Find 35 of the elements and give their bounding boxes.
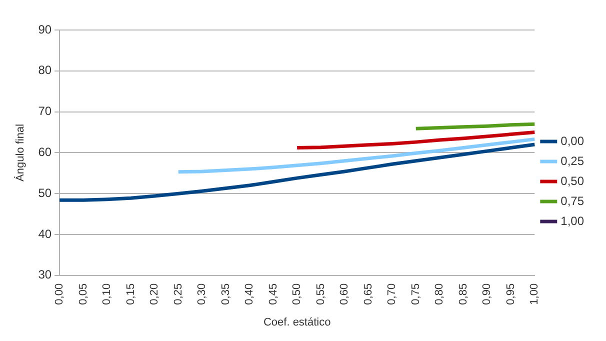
x-tick-label: 0,80 [434, 283, 446, 305]
x-axis-title: Coef. estático [263, 316, 331, 328]
x-tick-label: 0,05 [77, 283, 90, 305]
legend-label: 1,00 [560, 214, 584, 228]
y-tick-label: 50 [38, 186, 52, 200]
x-tick-label: 0,70 [386, 283, 398, 305]
x-tick-label: 0,40 [244, 283, 256, 305]
x-tick-label: 0,15 [124, 283, 137, 305]
x-tick-label: 0,85 [457, 283, 470, 305]
x-tick-label: 0,35 [220, 283, 232, 305]
y-tick-label: 80 [38, 63, 52, 78]
x-tick-label: 0,20 [148, 283, 161, 305]
legend-label: 0,50 [560, 174, 584, 188]
y-tick-label: 70 [38, 104, 52, 118]
x-tick-label: 0,00 [54, 283, 66, 305]
legend-label: 0,25 [560, 154, 584, 168]
x-tick-label: 0,30 [196, 283, 208, 305]
x-tick-label: 0,90 [481, 283, 494, 305]
y-tick-label: 90 [38, 22, 52, 36]
y-tick-label: 30 [38, 268, 52, 282]
x-tick-label: 0,75 [410, 283, 422, 305]
x-tick-label: 0,55 [314, 283, 327, 305]
x-tick-label: 0,25 [172, 283, 184, 305]
x-tick-label: 0,95 [504, 283, 517, 305]
x-tick-label: 0,65 [362, 283, 374, 305]
x-tick-label: 0,50 [291, 283, 304, 305]
x-tick-label: 1,00 [528, 283, 541, 305]
y-tick-label: 60 [38, 145, 52, 160]
y-tick-label: 40 [38, 226, 52, 241]
x-tick-label: 0,60 [338, 283, 351, 305]
y-axis-title: Ángulo final [14, 124, 27, 182]
x-tick-label: 0,10 [101, 283, 114, 305]
legend-label: 0,75 [560, 194, 584, 208]
legend-label: 0,00 [560, 134, 584, 148]
x-tick-label: 0,45 [267, 283, 280, 305]
